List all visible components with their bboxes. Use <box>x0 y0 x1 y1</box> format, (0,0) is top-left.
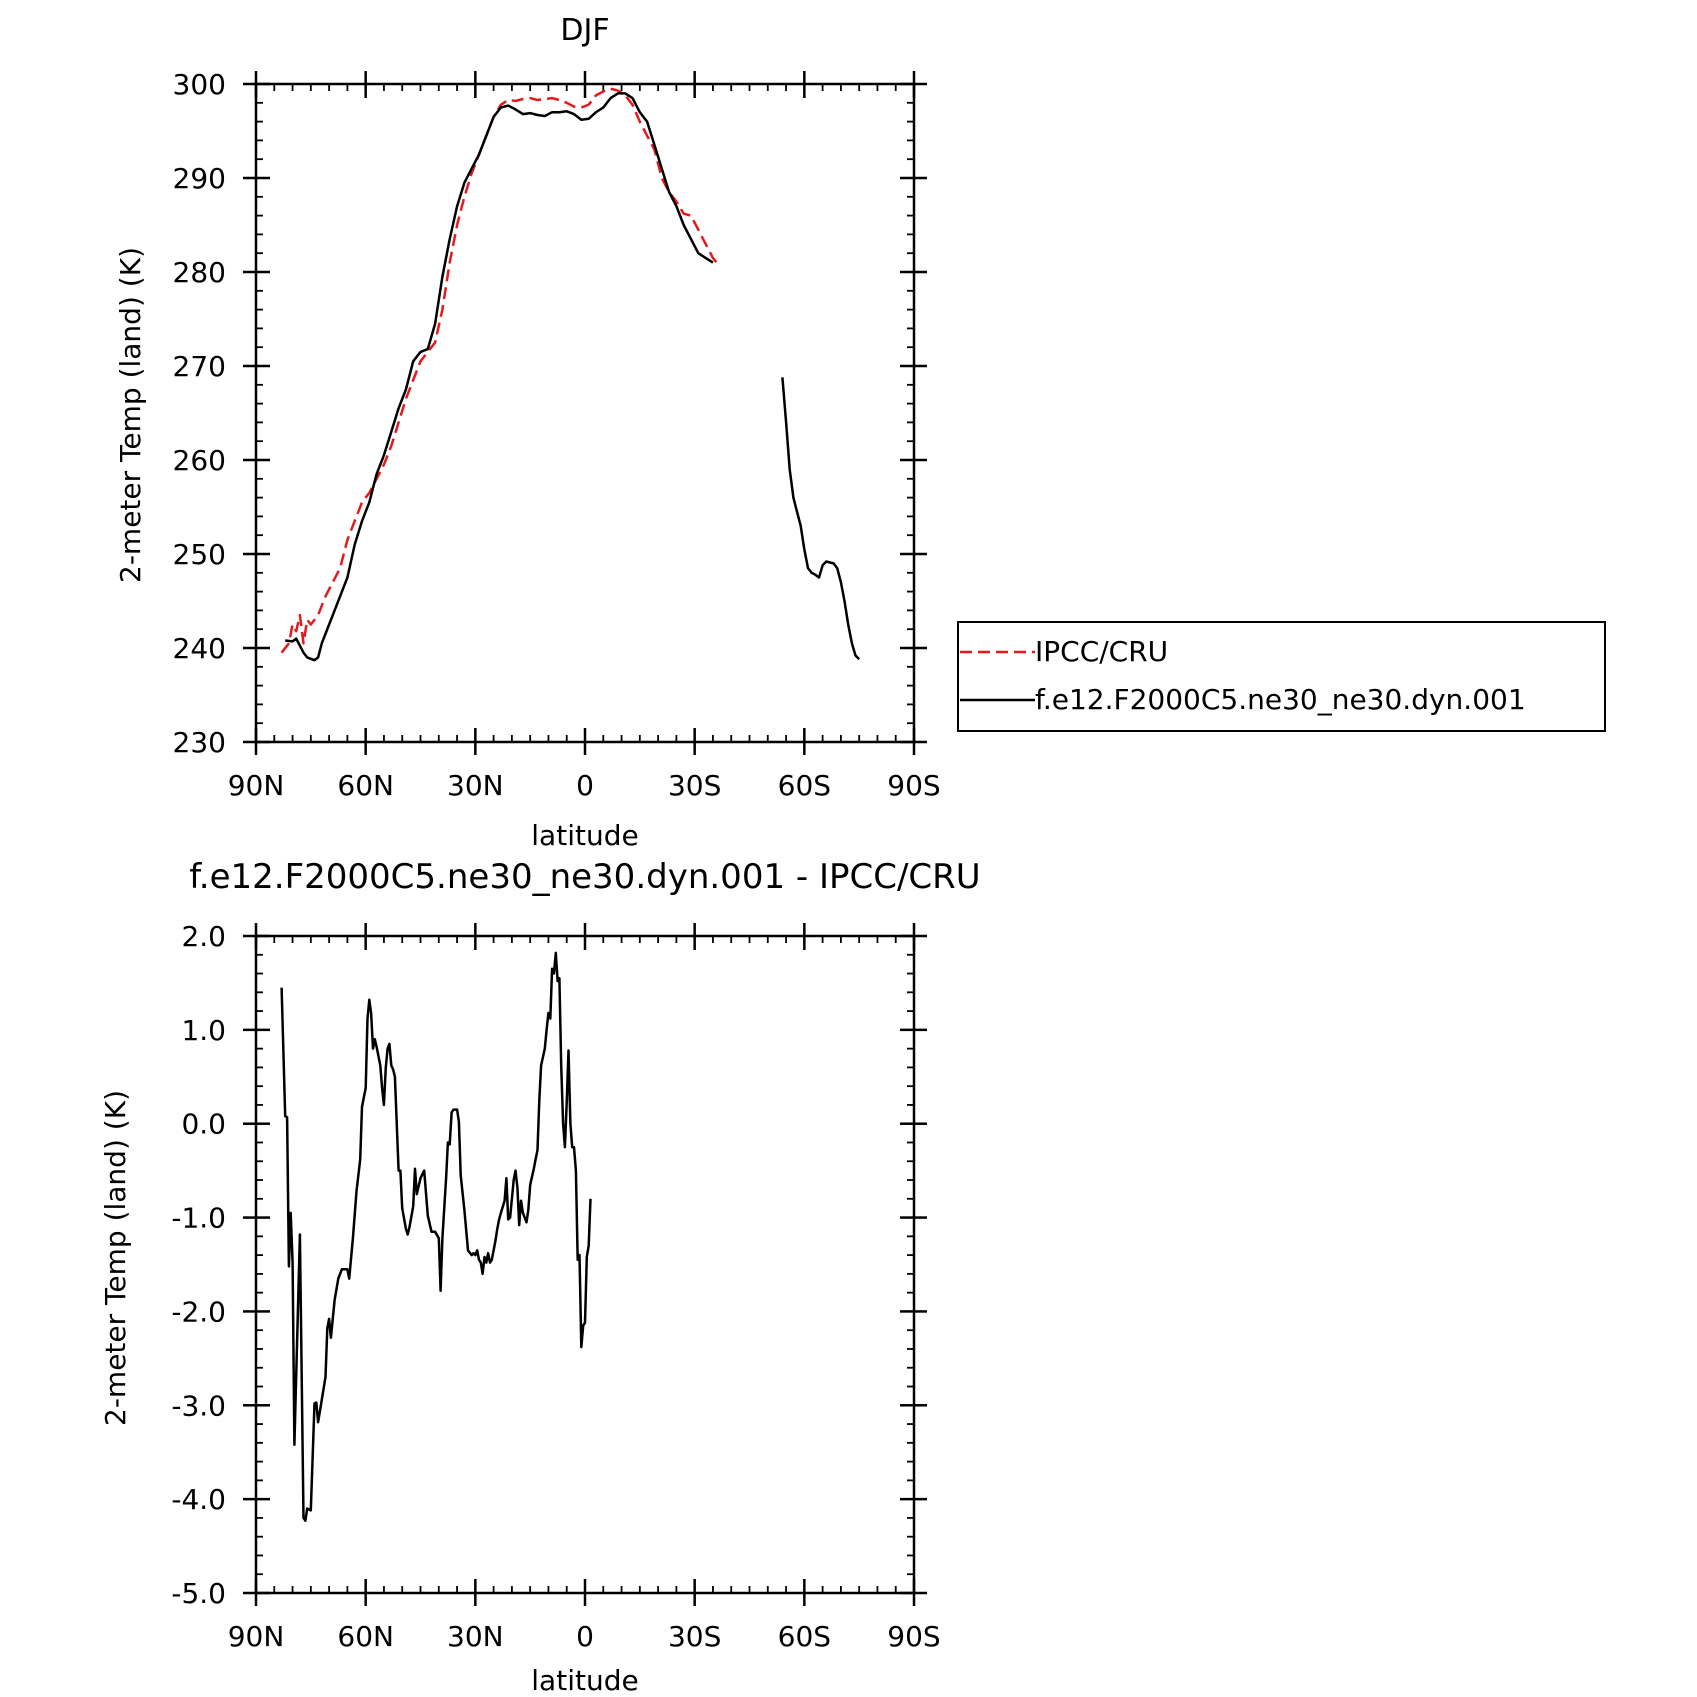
bottom-x-tick-label: 30N <box>447 1620 504 1653</box>
bottom-y-tick-label: 2.0 <box>181 920 226 953</box>
top-y-axis-label: 2-meter Temp (land) (K) <box>114 247 147 583</box>
bottom-series-0-line <box>280 951 592 1522</box>
top-y-tick-label: 240 <box>173 632 226 665</box>
bottom-y-tick-label: 1.0 <box>181 1014 226 1047</box>
bottom-x-tick-label: 60N <box>337 1620 394 1653</box>
top-plot-frame <box>254 82 916 744</box>
legend-box <box>957 621 1606 732</box>
bottom-x-tick-label: 90N <box>228 1620 285 1653</box>
top-y-tick-label: 290 <box>173 162 226 195</box>
top-series-f-e12-f2000c5-ne30-ne30-dyn-001-line-0 <box>285 92 714 662</box>
bottom-x-tick-label: 0 <box>576 1620 594 1653</box>
top-x-tick-label: 30N <box>447 769 504 802</box>
bottom-panel-title: f.e12.F2000C5.ne30_ne30.dyn.001 - IPCC/C… <box>189 857 980 897</box>
bottom-plot-area: 90N 60N 30N 0 30S 60S 90S -5.0 -4.0 -3.0 -2.0 -1.0 0… <box>171 920 940 1653</box>
bottom-x-tick-label: 30S <box>668 1620 721 1653</box>
top-x-axis-label: latitude <box>531 819 638 852</box>
bottom-x-axis-label: latitude <box>531 1664 638 1697</box>
top-x-tick-label: 60S <box>778 769 831 802</box>
bottom-y-tick-label: -1.0 <box>171 1202 226 1235</box>
top-y-tick-label: 260 <box>173 444 226 477</box>
bottom-y-tick-label: -4.0 <box>171 1483 226 1516</box>
top-x-tick-label: 0 <box>576 769 594 802</box>
top-y-tick-label: 230 <box>173 726 226 759</box>
top-y-tick-label: 270 <box>173 350 226 383</box>
top-x-tick-label: 90S <box>887 769 940 802</box>
top-x-tick-label: 60N <box>337 769 394 802</box>
legend-label-ipcc-cru: IPCC/CRU <box>1035 635 1168 668</box>
legend-label-model: f.e12.F2000C5.ne30_ne30.dyn.001 <box>1035 683 1526 716</box>
top-plot-area: 90N 60N 30N 0 30S 60S 90S 230 240 250 260 270 280 290… <box>173 68 941 802</box>
bottom-plot-frame <box>254 934 916 1595</box>
bottom-y-tick-label: -2.0 <box>171 1295 226 1328</box>
top-x-tick-label: 90N <box>228 769 285 802</box>
bottom-x-tick-label: 60S <box>778 1620 831 1653</box>
bottom-y-axis-label: 2-meter Temp (land) (K) <box>99 1090 132 1426</box>
bottom-y-tick-label: -3.0 <box>171 1389 226 1422</box>
bottom-x-tick-label: 90S <box>887 1620 940 1653</box>
top-series-ipcc-cru-line <box>280 87 718 654</box>
top-y-tick-label: 300 <box>173 68 226 101</box>
bottom-y-tick-label: -5.0 <box>171 1577 226 1610</box>
top-panel-title: DJF <box>560 13 609 48</box>
top-series-f-e12-f2000c5-ne30-ne30-dyn-001-line-1 <box>781 377 861 661</box>
top-y-tick-label: 250 <box>173 538 226 571</box>
legend: IPCC/CRU f.e12.F2000C5.ne30_ne30.dyn.001 <box>957 621 1606 732</box>
top-x-tick-label: 30S <box>668 769 721 802</box>
top-y-tick-label: 280 <box>173 256 226 289</box>
temperature-panel: DJF 90N 60N 30N 0 30S 60S 90S 230 240 250 260 270 28… <box>114 13 941 852</box>
difference-panel: f.e12.F2000C5.ne30_ne30.dyn.001 - IPCC/C… <box>99 857 981 1697</box>
bottom-y-tick-label: 0.0 <box>181 1108 226 1141</box>
